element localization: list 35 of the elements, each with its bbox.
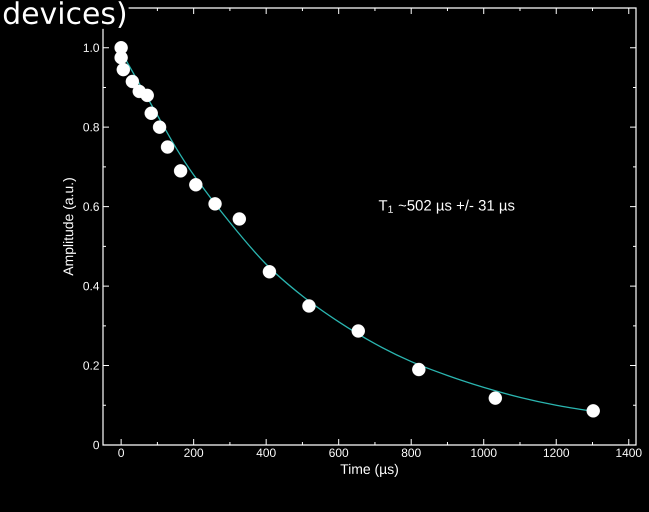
x-tick-label: 600 xyxy=(329,448,348,457)
x-tick-label: 1200 xyxy=(544,448,570,457)
point xyxy=(174,164,188,178)
point xyxy=(189,178,203,192)
y-tick-label: 0.2 xyxy=(83,361,99,370)
point xyxy=(114,50,128,64)
point xyxy=(208,197,222,211)
point xyxy=(160,140,174,154)
y-tick-label: 0.4 xyxy=(83,282,100,290)
x-tick-label: 400 xyxy=(256,448,276,457)
x-tick-label: 800 xyxy=(402,448,421,457)
point xyxy=(262,265,276,278)
point xyxy=(488,391,502,405)
point xyxy=(232,212,246,226)
y-axis-title: Amplitude (a.u.) xyxy=(63,178,76,276)
point xyxy=(126,74,140,88)
chart-title: devices) xyxy=(4,1,126,28)
point xyxy=(412,362,426,376)
point xyxy=(586,404,600,418)
y-tick-label: 1.0 xyxy=(84,43,100,52)
y-tick-label: 0 xyxy=(93,440,100,450)
point xyxy=(116,62,130,76)
point xyxy=(144,106,158,120)
x-tick-label: 200 xyxy=(184,448,204,457)
x-tick-label: 0 xyxy=(118,448,124,457)
y-tick-label: 0.6 xyxy=(83,202,99,211)
annotation: T$_{1}$ ~502 µs +/- 31 µs xyxy=(378,200,514,214)
x-tick-label: 1400 xyxy=(616,448,642,457)
point xyxy=(302,299,316,313)
x-tick-label: 1000 xyxy=(471,448,497,457)
point xyxy=(352,324,365,338)
point xyxy=(152,120,166,134)
x-axis-title: Time (µs) xyxy=(340,464,398,477)
y-tick-label: 0.8 xyxy=(83,122,99,132)
point xyxy=(140,88,154,102)
